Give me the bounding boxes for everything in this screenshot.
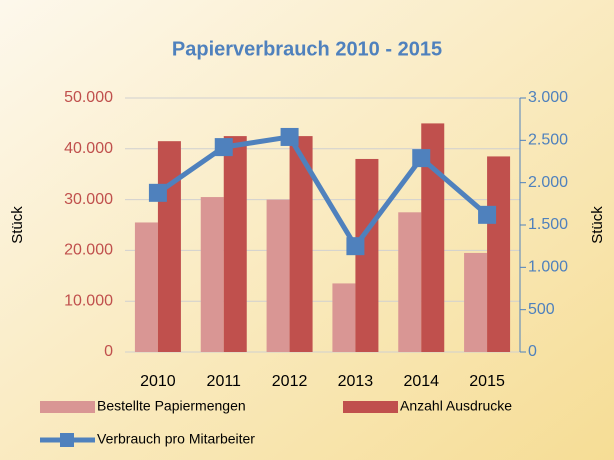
x-tick-label: 2012 <box>272 373 308 390</box>
legend-swatch <box>60 433 74 447</box>
y-tick-label: 50.000 <box>64 89 113 106</box>
y-tick-label: 10.000 <box>64 292 113 309</box>
y2-tick-label: 2.500 <box>528 132 568 149</box>
y-axis-label: Stück <box>9 206 26 244</box>
bar <box>421 123 445 353</box>
line-marker <box>412 149 431 168</box>
bar <box>398 212 422 352</box>
line-marker <box>148 183 167 202</box>
line-marker <box>346 237 365 256</box>
bar <box>223 136 247 352</box>
y2-axis-label: Stück <box>589 206 606 244</box>
y2-tick-label: 1.500 <box>528 216 568 233</box>
legend-swatch <box>343 401 398 413</box>
y-tick-label: 20.000 <box>64 242 113 259</box>
legend-label: Verbrauch pro Mitarbeiter <box>97 431 255 447</box>
bar <box>355 158 379 352</box>
y-tick-label: 30.000 <box>64 191 113 208</box>
bar <box>200 197 224 352</box>
bar <box>289 136 313 352</box>
x-tick-label: 2010 <box>140 373 176 390</box>
bar <box>157 141 181 352</box>
x-tick-label: 2013 <box>338 373 374 390</box>
line <box>156 134 489 249</box>
y-tick-label: 0 <box>104 343 113 360</box>
bar <box>266 199 290 352</box>
bar <box>464 252 488 352</box>
y2-tick-label: 500 <box>528 301 555 318</box>
x-tick-label: 2015 <box>469 373 505 390</box>
line-marker <box>280 127 299 146</box>
y-tick-label: 40.000 <box>64 140 113 157</box>
x-tick-label: 2011 <box>207 373 242 390</box>
y2-tick-label: 0 <box>528 343 537 360</box>
y2-tick-label: 3.000 <box>528 89 568 106</box>
bar <box>487 156 511 352</box>
y2-tick-label: 1.000 <box>528 259 568 276</box>
legend-swatch <box>40 401 95 413</box>
chart-title: Papierverbrauch 2010 - 2015 <box>172 38 442 60</box>
y2-tick-label: 2.000 <box>528 174 568 191</box>
legend-label: Anzahl Ausdrucke <box>400 398 512 414</box>
line-marker <box>478 205 497 224</box>
bar <box>134 222 158 352</box>
line-marker <box>214 138 233 157</box>
bar <box>332 283 356 352</box>
x-tick-label: 2014 <box>403 373 439 390</box>
legend-label: Bestellte Papiermengen <box>97 398 246 414</box>
